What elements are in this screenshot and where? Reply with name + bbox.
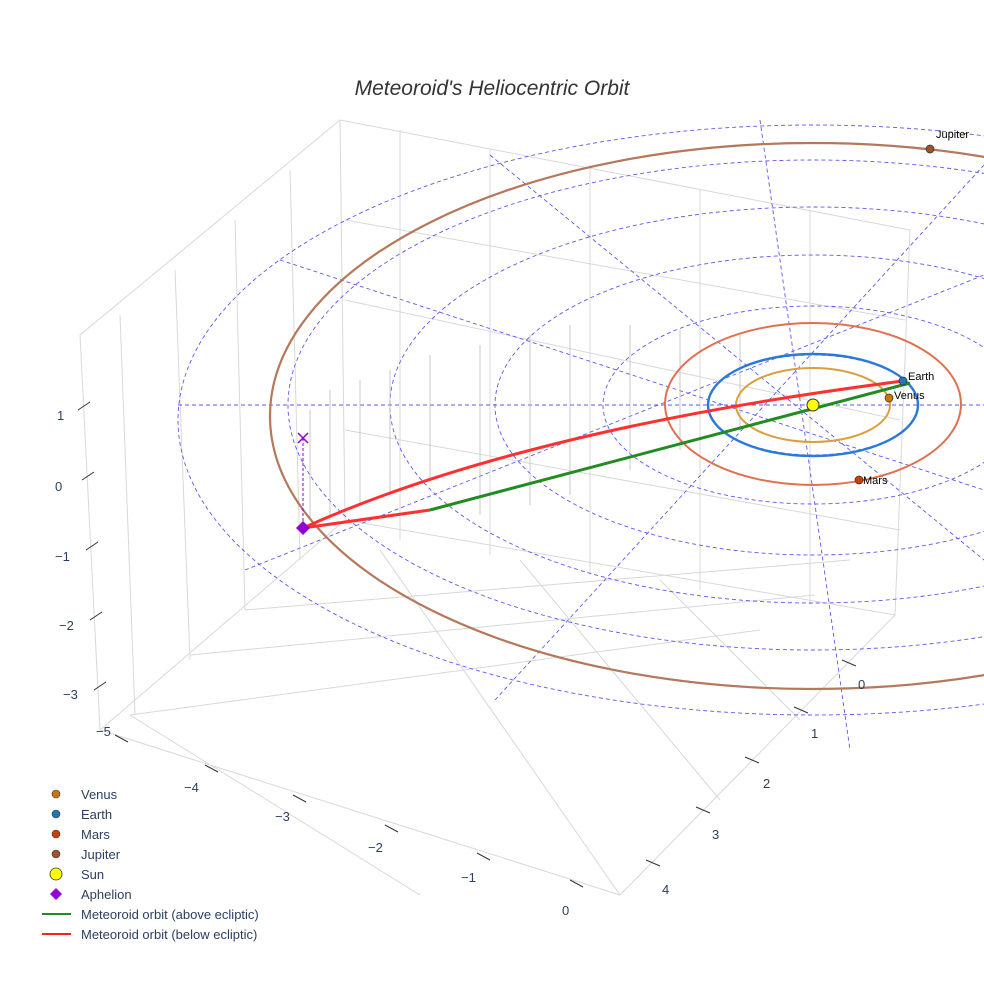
z-tick: −1	[55, 549, 70, 564]
z-tick: 0	[55, 479, 62, 494]
x-tick-marks	[114, 734, 584, 888]
y-tick: 3	[712, 827, 719, 842]
legend-item-mars[interactable]: Mars	[51, 827, 110, 842]
grid-radial	[494, 164, 984, 701]
legend-item-orbit-below[interactable]: Meteoroid orbit (below ecliptic)	[42, 927, 257, 942]
legend-item-aphelion[interactable]: Aphelion	[50, 887, 132, 902]
x-tick: 0	[562, 903, 569, 918]
jupiter-legend-icon	[51, 849, 61, 859]
venus-label: Venus	[894, 390, 925, 402]
venus-marker[interactable]	[884, 393, 894, 403]
aphelion-legend-icon	[50, 888, 62, 900]
legend-item-sun[interactable]: Sun	[49, 867, 104, 882]
z-tick-marks	[77, 401, 107, 691]
chart-title: Meteoroid's Heliocentric Orbit	[355, 77, 631, 100]
legend-label: Meteoroid orbit (below ecliptic)	[81, 927, 257, 942]
ecliptic-grid	[177, 119, 984, 751]
legend-label: Jupiter	[81, 847, 121, 862]
aphelion-projection-x-icon	[297, 432, 309, 444]
venus-legend-icon	[51, 789, 61, 799]
grid-radial	[759, 119, 851, 751]
sun-legend-icon	[49, 867, 63, 881]
z-tick: −3	[63, 687, 78, 702]
earth-orbit	[706, 352, 920, 458]
y-tick: 1	[811, 726, 818, 741]
z-tick: 1	[57, 408, 64, 423]
mars-orbit	[664, 322, 962, 486]
legend-label: Sun	[81, 867, 104, 882]
jupiter-marker[interactable]	[925, 144, 935, 154]
legend-label: Venus	[81, 787, 118, 802]
x-tick: −1	[461, 870, 476, 885]
y-tick: 0	[858, 677, 865, 692]
y-tick: 2	[763, 776, 770, 791]
aphelion-marker[interactable]	[296, 521, 310, 535]
legend-item-venus[interactable]: Venus	[51, 787, 118, 802]
jupiter-label: Jupiter	[936, 129, 969, 141]
meteoroid-orbit-below[interactable]	[302, 508, 431, 530]
grid-radial	[279, 259, 984, 491]
sun-marker[interactable]	[806, 398, 820, 412]
legend: Venus Earth Mars Jupiter Sun Aphelion Me…	[42, 787, 259, 942]
meteoroid-orbit-below[interactable]	[302, 379, 904, 530]
mars-marker[interactable]	[854, 475, 864, 485]
x-tick: −3	[275, 809, 290, 824]
earth-legend-icon	[51, 809, 61, 819]
grid-radial	[244, 274, 984, 571]
legend-label: Aphelion	[81, 887, 132, 902]
axis-box-grid	[79, 119, 911, 896]
earth-label: Earth	[908, 371, 934, 383]
x-tick: −5	[96, 724, 111, 739]
mars-legend-icon	[51, 829, 61, 839]
grid-ring-2	[602, 305, 984, 505]
y-tick: 4	[662, 882, 669, 897]
legend-item-jupiter[interactable]: Jupiter	[51, 847, 121, 862]
legend-item-earth[interactable]: Earth	[51, 807, 112, 822]
earth-marker[interactable]	[898, 376, 908, 386]
legend-label: Mars	[81, 827, 110, 842]
legend-label: Earth	[81, 807, 112, 822]
meteoroid-orbit-above[interactable]	[429, 381, 911, 512]
grid-ring-6	[177, 124, 984, 716]
mars-label: Mars	[863, 475, 888, 487]
z-tick: −2	[59, 618, 74, 633]
x-tick: −2	[368, 840, 383, 855]
grid-ring-5	[287, 159, 984, 651]
x-tick: −4	[184, 780, 199, 795]
grid-radial	[489, 154, 984, 561]
jupiter-orbit	[269, 141, 984, 691]
y-tick-marks	[645, 659, 857, 867]
projection-lines	[309, 325, 741, 520]
legend-item-orbit-above[interactable]: Meteoroid orbit (above ecliptic)	[42, 907, 259, 922]
legend-label: Meteoroid orbit (above ecliptic)	[81, 907, 259, 922]
